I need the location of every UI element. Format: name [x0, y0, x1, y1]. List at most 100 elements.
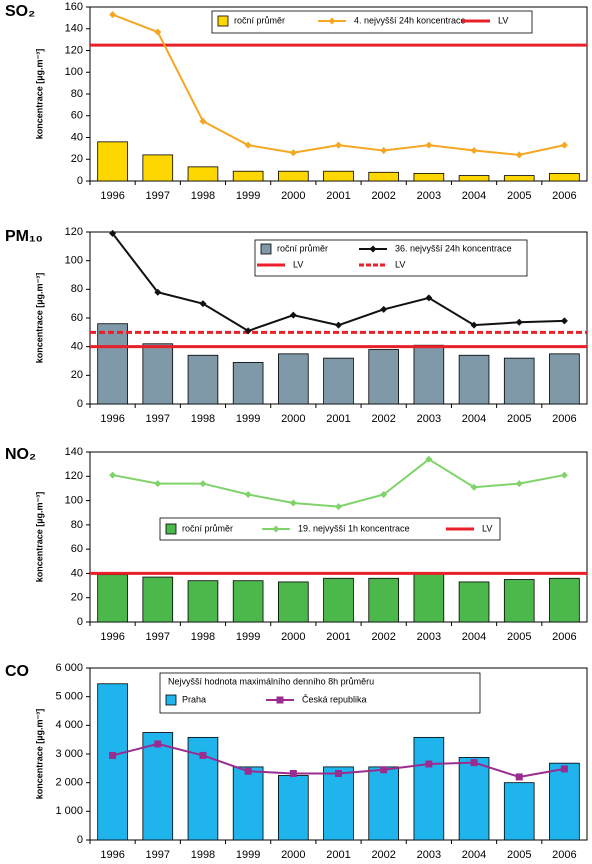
- line-marker: [244, 767, 252, 775]
- chart-title: PM₁₀: [5, 228, 43, 245]
- x-tick-label: 1996: [100, 849, 124, 861]
- y-tick-label: 20: [71, 369, 83, 381]
- line-marker: [244, 141, 252, 149]
- line-marker: [335, 503, 342, 511]
- line-marker: [369, 245, 377, 253]
- x-tick-label: 1997: [146, 190, 170, 202]
- legend-label: LV: [395, 259, 405, 269]
- y-tick-label: 1 000: [55, 805, 83, 817]
- legend-box: [211, 10, 533, 34]
- line-marker: [335, 769, 342, 777]
- chart-title: NO₂: [5, 446, 36, 463]
- x-tick-label: 1996: [100, 413, 124, 425]
- line-marker: [154, 288, 162, 296]
- legend-swatch: [260, 243, 272, 255]
- bar: [278, 775, 309, 841]
- line-marker: [470, 147, 478, 155]
- bar: [503, 782, 535, 841]
- legend-label: LV: [498, 15, 508, 25]
- legend-label: roční průměr: [234, 15, 285, 25]
- y-axis-title: koncentrace [µg.m⁻³]: [34, 709, 44, 799]
- legend-label: roční průměr: [182, 523, 233, 533]
- bar: [232, 170, 264, 182]
- bar: [503, 357, 535, 405]
- chart-title: SO₂: [5, 3, 35, 20]
- x-tick-label: 2004: [462, 849, 486, 861]
- bar: [503, 579, 535, 623]
- x-tick-label: 2000: [281, 190, 305, 202]
- legend-swatch: [165, 523, 177, 535]
- bar: [368, 577, 399, 623]
- y-tick-label: 2 000: [55, 777, 83, 789]
- x-tick-label: 2000: [281, 849, 305, 861]
- line-marker: [199, 751, 207, 759]
- bar: [278, 581, 309, 623]
- x-tick-label: 1999: [236, 631, 260, 643]
- bar: [323, 170, 354, 182]
- bar: [323, 357, 354, 405]
- bar: [278, 353, 309, 405]
- bar: [142, 732, 174, 841]
- line-marker: [425, 141, 433, 149]
- x-tick-label: 2005: [507, 849, 531, 861]
- bar: [97, 323, 128, 405]
- x-tick-label: 2005: [507, 190, 531, 202]
- line-marker: [109, 11, 117, 19]
- y-tick-label: 0: [77, 175, 83, 187]
- line-marker: [199, 300, 207, 308]
- bar: [187, 580, 219, 623]
- bar: [278, 170, 309, 182]
- line-marker: [560, 141, 568, 149]
- bar: [142, 154, 174, 182]
- y-tick-label: 140: [65, 446, 83, 458]
- bar: [142, 576, 174, 623]
- line-marker: [470, 321, 478, 329]
- y-axis-title: koncentrace [µg.m⁻³]: [34, 273, 44, 363]
- x-tick-label: 1997: [146, 631, 170, 643]
- line-marker: [560, 471, 568, 479]
- line-marker: [380, 766, 388, 774]
- legend-label: LV: [482, 523, 492, 533]
- line-marker: [335, 141, 342, 149]
- x-tick-label: 2006: [552, 849, 576, 861]
- y-tick-label: 80: [71, 88, 83, 100]
- line-marker: [154, 28, 162, 36]
- y-tick-label: 120: [65, 226, 83, 238]
- y-tick-label: 5 000: [55, 691, 83, 703]
- chart-title: CO: [5, 663, 29, 680]
- bar: [458, 175, 490, 182]
- line-marker: [154, 740, 162, 748]
- bar: [368, 349, 399, 405]
- line-marker: [289, 769, 297, 777]
- y-tick-label: 40: [71, 341, 83, 353]
- line-marker: [380, 147, 388, 155]
- legend-label: 4. nejvyšší 24h koncentrace: [354, 15, 466, 25]
- line-marker: [244, 491, 252, 498]
- bar: [232, 766, 264, 841]
- line-marker: [515, 773, 523, 781]
- x-tick-label: 2001: [326, 190, 350, 202]
- y-tick-label: 100: [65, 255, 83, 267]
- bar: [413, 736, 445, 841]
- line-marker: [199, 117, 207, 125]
- y-tick-label: 100: [65, 66, 83, 78]
- line-marker: [335, 321, 342, 329]
- bar: [97, 574, 128, 623]
- legend-box: [159, 517, 501, 541]
- legend-label: LV: [293, 259, 303, 269]
- line-marker: [515, 318, 523, 326]
- bar: [549, 353, 580, 405]
- y-tick-label: 4 000: [55, 719, 83, 731]
- x-tick-label: 2004: [462, 631, 486, 643]
- line-marker: [425, 294, 433, 302]
- y-tick-label: 40: [71, 131, 83, 143]
- y-tick-label: 0: [77, 834, 83, 846]
- line-marker: [515, 151, 523, 159]
- bar: [549, 577, 580, 623]
- bar: [323, 766, 354, 841]
- x-tick-label: 2001: [326, 413, 350, 425]
- x-tick-label: 1999: [236, 849, 260, 861]
- x-tick-label: 2003: [417, 413, 441, 425]
- y-tick-label: 120: [65, 44, 83, 56]
